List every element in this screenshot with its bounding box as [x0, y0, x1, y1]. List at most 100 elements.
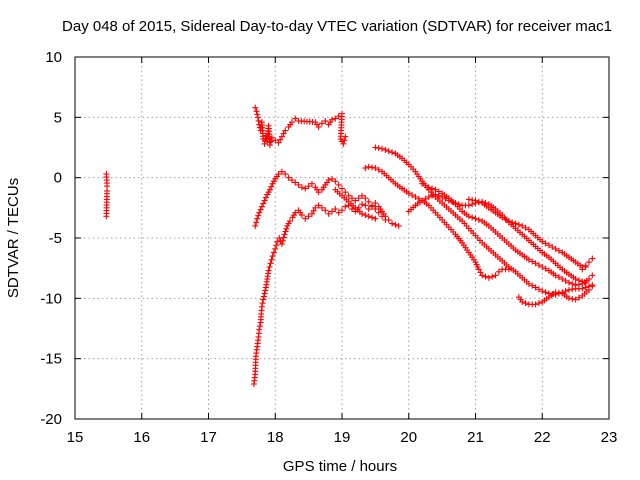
data-point	[565, 286, 572, 293]
data-point	[572, 282, 579, 289]
data-point	[525, 256, 532, 263]
data-point	[552, 245, 559, 252]
data-point	[335, 181, 342, 188]
data-point	[272, 137, 279, 144]
data-point	[412, 193, 419, 200]
data-point	[535, 286, 542, 293]
series-descending-curve-B	[362, 163, 512, 281]
data-point	[375, 166, 382, 173]
data-point	[555, 247, 562, 254]
data-point	[292, 179, 299, 186]
data-point	[379, 213, 386, 220]
data-point	[442, 195, 449, 202]
data-point	[315, 189, 322, 196]
data-point	[425, 193, 432, 200]
chart-title: Day 048 of 2015, Sidereal Day-to-day VTE…	[62, 18, 612, 35]
data-point	[267, 138, 274, 145]
data-point	[359, 192, 366, 199]
data-point	[529, 258, 536, 265]
x-tick-label: 16	[133, 429, 150, 446]
data-point	[532, 284, 539, 291]
data-point	[372, 144, 379, 151]
data-point	[328, 116, 335, 123]
x-tick-label: 22	[534, 429, 551, 446]
data-point	[260, 200, 267, 207]
data-point	[342, 189, 349, 196]
data-point	[452, 200, 459, 207]
data-point	[305, 213, 312, 220]
data-point	[392, 221, 399, 228]
data-point	[103, 213, 110, 220]
data-point	[579, 278, 586, 285]
data-point	[261, 197, 268, 204]
data-point	[432, 191, 439, 198]
data-point	[569, 295, 576, 302]
data-point	[545, 242, 552, 249]
data-point	[485, 274, 492, 281]
data-point	[332, 206, 339, 213]
data-point	[282, 127, 289, 134]
data-point	[425, 184, 432, 191]
data-point	[419, 180, 426, 187]
data-point	[475, 266, 482, 273]
data-point	[492, 272, 499, 279]
x-tick-label: 20	[400, 429, 417, 446]
data-point	[266, 186, 273, 193]
series-steep-rise-arc	[250, 200, 402, 388]
data-point	[274, 238, 281, 245]
data-point	[342, 203, 349, 210]
data-point	[549, 244, 556, 251]
data-point	[532, 301, 539, 308]
data-point	[265, 267, 272, 274]
data-point	[257, 206, 264, 213]
data-point	[382, 216, 389, 223]
data-point	[522, 300, 529, 307]
data-point	[539, 238, 546, 245]
data-point	[379, 145, 386, 152]
data-point	[585, 286, 592, 293]
data-point	[260, 296, 267, 303]
data-point	[429, 185, 436, 192]
x-tick-label: 19	[334, 429, 351, 446]
data-point	[539, 263, 546, 270]
series-descending-curve-A	[332, 186, 379, 222]
data-point	[362, 202, 369, 209]
data-point	[268, 183, 275, 190]
data-point	[512, 220, 519, 227]
data-point	[589, 283, 596, 290]
data-point	[298, 212, 305, 219]
data-point	[258, 303, 265, 310]
data-point	[389, 149, 396, 156]
data-point	[266, 263, 273, 270]
data-point	[282, 171, 289, 178]
x-tick-label: 21	[467, 429, 484, 446]
data-point	[575, 294, 582, 301]
data-point	[465, 196, 472, 203]
data-point	[439, 193, 446, 200]
data-point	[489, 273, 496, 280]
data-point	[260, 293, 267, 300]
data-point	[253, 219, 260, 226]
data-point	[359, 210, 366, 217]
data-point	[262, 194, 269, 201]
data-point	[277, 136, 284, 143]
data-point	[375, 145, 382, 152]
data-point	[355, 195, 362, 202]
data-point	[362, 165, 369, 172]
data-point	[372, 206, 379, 213]
data-point	[552, 272, 559, 279]
data-point	[332, 115, 339, 122]
data-point	[365, 198, 372, 205]
data-point	[572, 276, 579, 283]
data-point	[469, 214, 476, 221]
data-point	[272, 245, 279, 252]
data-point	[278, 241, 285, 248]
data-point	[256, 209, 263, 216]
data-point	[267, 260, 274, 267]
data-point	[482, 273, 489, 280]
data-point	[318, 120, 325, 127]
data-point	[340, 140, 347, 147]
data-point	[315, 202, 322, 209]
x-tick-label: 15	[67, 429, 84, 446]
